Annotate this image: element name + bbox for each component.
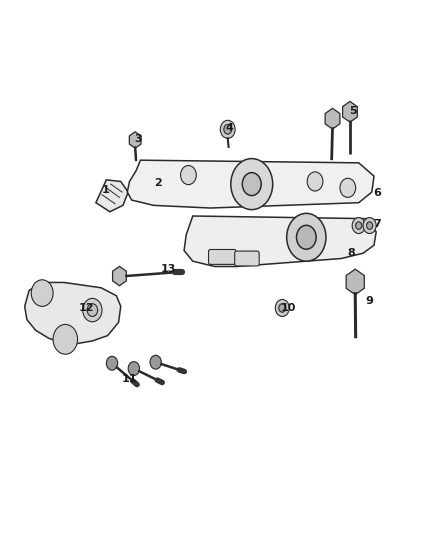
Circle shape	[231, 159, 273, 209]
Circle shape	[106, 357, 118, 370]
Circle shape	[363, 217, 376, 233]
Circle shape	[224, 125, 232, 134]
Circle shape	[128, 362, 140, 375]
Polygon shape	[25, 282, 121, 344]
Text: 13: 13	[161, 264, 177, 273]
Circle shape	[31, 280, 53, 306]
Text: 1: 1	[102, 185, 110, 196]
Circle shape	[340, 178, 356, 197]
Text: 6: 6	[373, 188, 381, 198]
Circle shape	[83, 298, 102, 322]
Text: 2: 2	[154, 177, 162, 188]
Circle shape	[307, 172, 323, 191]
Circle shape	[352, 217, 365, 233]
Text: 7: 7	[373, 219, 381, 229]
Circle shape	[356, 222, 362, 229]
Text: 9: 9	[366, 296, 374, 306]
Text: 3: 3	[134, 134, 142, 144]
Circle shape	[287, 213, 326, 261]
Circle shape	[242, 173, 261, 196]
FancyBboxPatch shape	[208, 249, 236, 264]
Circle shape	[53, 325, 78, 354]
Text: 8: 8	[347, 248, 355, 258]
Circle shape	[297, 225, 316, 249]
Circle shape	[150, 356, 161, 369]
Polygon shape	[325, 108, 340, 129]
Text: 10: 10	[281, 303, 297, 313]
Polygon shape	[184, 216, 376, 266]
Polygon shape	[346, 269, 364, 295]
Text: 12: 12	[78, 303, 94, 313]
Circle shape	[87, 304, 98, 317]
Circle shape	[180, 165, 196, 184]
Circle shape	[276, 300, 289, 317]
Text: 11: 11	[122, 374, 137, 384]
Circle shape	[367, 222, 373, 229]
FancyBboxPatch shape	[235, 251, 259, 266]
Circle shape	[220, 120, 235, 139]
Polygon shape	[129, 132, 141, 148]
Text: 5: 5	[350, 106, 357, 116]
Polygon shape	[96, 180, 128, 212]
Polygon shape	[343, 101, 357, 122]
Polygon shape	[113, 266, 126, 286]
Polygon shape	[127, 160, 374, 208]
Circle shape	[279, 304, 286, 312]
Text: 4: 4	[226, 123, 234, 133]
